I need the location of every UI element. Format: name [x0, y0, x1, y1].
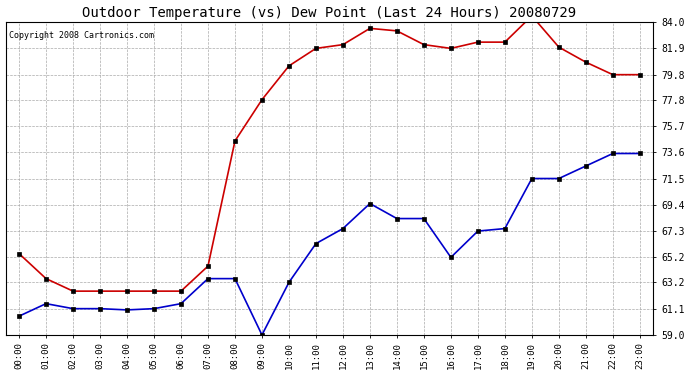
Title: Outdoor Temperature (vs) Dew Point (Last 24 Hours) 20080729: Outdoor Temperature (vs) Dew Point (Last… — [82, 6, 576, 20]
Text: Copyright 2008 Cartronics.com: Copyright 2008 Cartronics.com — [9, 32, 154, 40]
